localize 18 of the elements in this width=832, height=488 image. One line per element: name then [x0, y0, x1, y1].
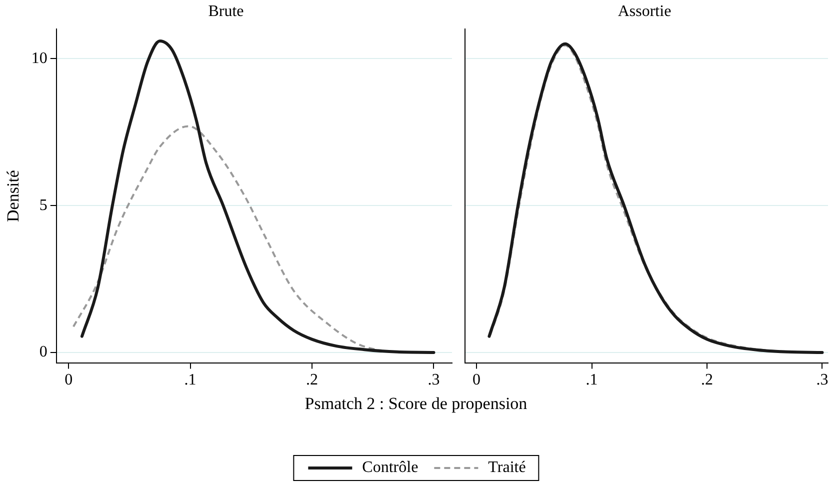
- x-axis-title: Psmatch 2 : Score de propension: [304, 394, 528, 414]
- y-axis-title: Densité: [4, 170, 23, 222]
- y-tick-label: 5: [39, 196, 48, 214]
- legend-label: Traité: [488, 459, 526, 477]
- x-tick-label: 0: [472, 372, 481, 389]
- line-series: [80, 39, 436, 354]
- x-tick-label: .1: [586, 372, 598, 389]
- x-tick-label: .3: [428, 372, 440, 389]
- chart-title: Brute: [208, 2, 244, 20]
- y-tick-label: 0: [39, 344, 48, 361]
- x-tick-label: .2: [701, 372, 713, 389]
- x-tick-label: 0: [64, 372, 73, 389]
- y-tick-label: 10: [31, 50, 48, 67]
- x-tick-label: .3: [816, 372, 828, 389]
- legend-label: Contrôle: [362, 459, 418, 477]
- chart-title: Assortie: [618, 2, 672, 20]
- x-tick-label: .1: [184, 372, 196, 389]
- x-tick-label: .2: [306, 372, 318, 389]
